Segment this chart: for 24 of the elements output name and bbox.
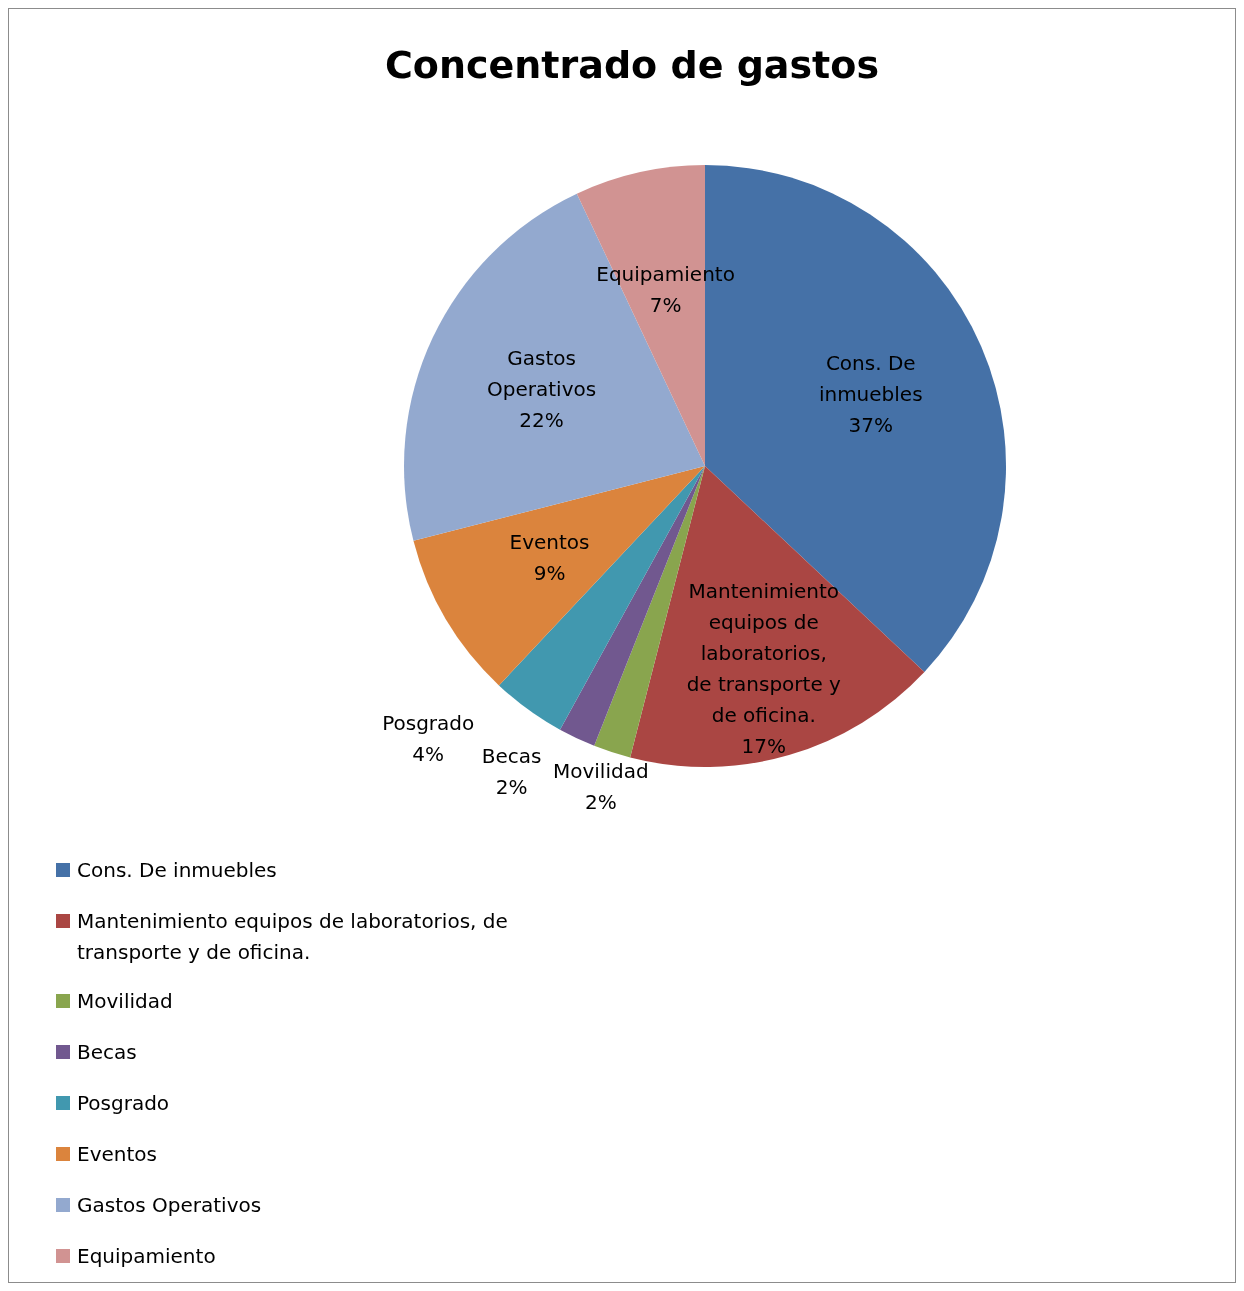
data-label: 2% (495, 774, 528, 799)
slice-label: Mantenimiento equipos de laboratorios, de transporte y de oficina. (686, 578, 842, 727)
data-label: 37% (848, 413, 893, 438)
data-label: 22% (519, 408, 564, 433)
data-label: 9% (533, 561, 566, 586)
legend-label: Mantenimiento equipos de laboratorios, de transporte y de oficina. (77, 909, 508, 964)
data-label: 17% (741, 733, 787, 758)
data-label: 2% (584, 790, 617, 815)
legend-label: Equipamiento (77, 1244, 216, 1268)
slice-label: Becas (481, 743, 542, 768)
chart-title: Concentrado de gastos (384, 43, 880, 87)
legend-label: Movilidad (77, 989, 173, 1013)
slice-label: Eventos (509, 530, 590, 555)
legend-label: Becas (77, 1040, 137, 1064)
data-label: 4% (412, 742, 445, 767)
legend-label: Eventos (77, 1142, 157, 1166)
legend-label: Gastos Operativos (77, 1193, 262, 1217)
slice-label: Gastos Operativos (487, 346, 597, 402)
slice-label: Posgrado (382, 711, 475, 736)
slice-label: Movilidad (553, 759, 649, 784)
slice-label: Cons. De inmuebles (818, 351, 923, 407)
data-label: 7% (649, 293, 682, 318)
legend-label: Posgrado (77, 1091, 170, 1115)
legend-label: Cons. De inmuebles (77, 858, 277, 882)
